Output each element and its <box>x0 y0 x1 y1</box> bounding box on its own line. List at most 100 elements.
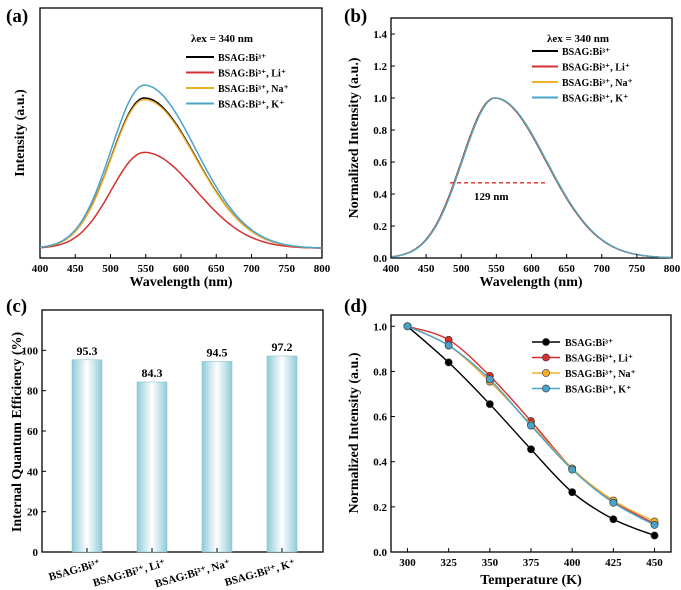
panel-d-x-tick-label: 400 <box>564 557 581 569</box>
panel-b-series-2-curve <box>391 98 672 258</box>
panel-d-series-4-point <box>569 466 576 473</box>
panel-b-legend-label: BSAG:Bi³⁺, K⁺ <box>562 94 628 105</box>
panel-b-y-tick-label: 1.4 <box>373 29 387 41</box>
panel-d-series-1-point <box>651 532 658 539</box>
panel-b-y-axis-label: Normalized Intensity (a.u.) <box>347 57 362 218</box>
panel-c-y-tick-label: 20 <box>27 507 39 519</box>
panel-d-x-tick-label: 450 <box>646 557 663 569</box>
panel-d-legend-label: BSAG:Bi³⁺, Li⁺ <box>565 354 633 365</box>
panel-d-legend-label: BSAG:Bi³⁺, K⁺ <box>565 385 631 396</box>
panel-c-bar-value-label: 94.5 <box>207 345 228 359</box>
panel-b-x-tick-label: 550 <box>488 263 505 275</box>
panel-b-x-tick-label: 600 <box>523 263 540 275</box>
panel-b-y-ticks: 0.0 0.2 0.4 0.6 0.8 1.0 1.2 1.4 <box>373 29 395 265</box>
panel-b-x-tick-label: 800 <box>664 263 681 275</box>
panel-a-x-ticks: 400 450 500 550 600 650 700 750 800 <box>32 254 331 275</box>
panel-d-x-ticks: 300 325 350 375 400 425 450 <box>399 548 663 569</box>
panel-d-legend-swatch-marker <box>542 354 549 361</box>
panel-a-legend-label: BSAG:Bi³⁺, Na⁺ <box>218 84 289 95</box>
panel-d-legend-swatch-marker <box>542 385 549 392</box>
panel-a-y-axis-label: Intensity (a.u.) <box>13 89 28 177</box>
panel-a-x-tick-label: 450 <box>67 263 84 275</box>
panel-a-x-axis-label: Wavelength (nm) <box>129 275 232 290</box>
panel-b-y-tick-label: 0.2 <box>373 221 387 233</box>
panel-d-y-tick-label: 1.0 <box>373 321 387 333</box>
panel-c-label: (c) <box>6 296 27 317</box>
panel-a-x-tick-label: 800 <box>314 263 331 275</box>
panel-d-y-tick-label: 0.8 <box>373 366 387 378</box>
panel-b-excitation-label: λex = 340 nm <box>547 33 609 45</box>
panel-c: (c) 95.3 84.3 94.5 97.2 0 20 40 60 80 100 BSAG:B… <box>6 296 323 590</box>
panel-b-y-tick-label: 1.0 <box>373 93 387 105</box>
panel-c-bar-value-label: 95.3 <box>77 344 98 358</box>
panel-d-series-1-point <box>486 401 493 408</box>
panel-a-label: (a) <box>6 6 28 27</box>
panel-d-x-tick-label: 425 <box>605 557 622 569</box>
panel-d-series-4-point <box>445 342 452 349</box>
panel-d-y-axis-label: Normalized Intensity (a.u.) <box>347 352 362 513</box>
panel-b-y-tick-label: 0.8 <box>373 125 387 137</box>
panel-d-x-tick-label: 375 <box>523 557 540 569</box>
panel-d-label: (d) <box>344 296 367 317</box>
panel-d-series-4-point <box>610 499 617 506</box>
panel-c-bars: 95.384.394.5 97.2 <box>72 340 297 552</box>
panel-b-legend-label: BSAG:Bi³⁺, Na⁺ <box>562 78 633 89</box>
panel-c-y-tick-label: 80 <box>27 386 39 398</box>
panel-a-x-tick-label: 550 <box>138 263 155 275</box>
panel-a-legend-label: BSAG:Bi³⁺, Li⁺ <box>218 69 286 80</box>
panel-d-y-tick-label: 0.6 <box>373 412 387 424</box>
panel-a: (a) 400 450 500 550 600 650 700 750 800 Waveleng… <box>6 6 331 290</box>
panel-d-legend-swatch-marker <box>542 338 549 345</box>
panel-a-x-tick-label: 600 <box>173 263 190 275</box>
panel-b-y-tick-label: 0.0 <box>373 253 387 265</box>
panel-a-x-tick-label: 650 <box>208 263 225 275</box>
panel-d-series-4-point <box>651 521 658 528</box>
panel-c-bar-value-label: 97.2 <box>272 340 293 354</box>
panel-b-y-tick-label: 0.4 <box>373 189 387 201</box>
panel-b-legend-label: BSAG:Bi³⁺ <box>562 47 610 58</box>
panel-d-series-1-point <box>527 446 534 453</box>
panel-d-y-tick-label: 0.0 <box>373 547 387 559</box>
panel-c-y-axis-label: Internal Quantum Efficiency (%) <box>10 332 25 533</box>
panel-d-legend-swatch-marker <box>542 369 549 376</box>
panel-a-legend-label: BSAG:Bi³⁺, K⁺ <box>218 100 284 111</box>
panel-d-y-tick-label: 0.2 <box>373 502 387 514</box>
panel-d-series-4-point <box>486 376 493 383</box>
panel-c-category-label: BSAG:Bi³⁺, Na⁺ <box>154 557 232 590</box>
panel-b-x-ticks: 400 450 500 550 600 650 700 750 800 <box>383 254 681 275</box>
panel-d-x-tick-label: 300 <box>399 557 416 569</box>
panel-d-series-4-point <box>527 422 534 429</box>
panel-d-series-1-point <box>445 359 452 366</box>
panel-b-series-4-curve <box>391 98 672 258</box>
panel-a-x-tick-label: 400 <box>32 263 49 275</box>
panel-b-series-1-curve <box>391 98 672 258</box>
panel-d-series-1-point <box>569 489 576 496</box>
panel-a-x-tick-label: 700 <box>243 263 260 275</box>
panel-c-x-ticks: BSAG:Bi³⁺BSAG:Bi³⁺, Li⁺BSAG:Bi³⁺, Na⁺BSA… <box>47 548 297 590</box>
panel-b-label: (b) <box>344 6 367 27</box>
panel-a-series-2-curve <box>40 152 322 248</box>
panel-d-x-axis-label: Temperature (K) <box>480 573 582 588</box>
panel-d-x-tick-label: 325 <box>440 557 457 569</box>
panel-c-category-label: BSAG:Bi³⁺, K⁺ <box>223 557 297 589</box>
panel-d-legend-label: BSAG:Bi³⁺ <box>565 338 613 349</box>
panel-d-x-tick-label: 350 <box>482 557 499 569</box>
panel-a-x-tick-label: 750 <box>279 263 296 275</box>
panel-c-bar-1 <box>72 360 102 552</box>
panel-d-legend: BSAG:Bi³⁺ BSAG:Bi³⁺, Li⁺ BSAG:Bi³⁺, Na⁺ BSA… <box>532 338 636 396</box>
panel-b-series-3-curve <box>391 98 672 258</box>
panel-c-y-tick-label: 0 <box>33 547 39 559</box>
panel-b-legend: BSAG:Bi³⁺ BSAG:Bi³⁺, Li⁺ BSAG:Bi³⁺, Na⁺ BSA… <box>532 47 633 105</box>
panel-b-curves <box>391 98 672 258</box>
panel-d-frame <box>391 315 671 552</box>
panel-d-y-ticks: 0.0 0.2 0.4 0.6 0.8 1.0 <box>373 321 395 559</box>
panel-a-x-tick-label: 500 <box>102 263 119 275</box>
panel-a-excitation-label: λex = 340 nm <box>191 33 253 45</box>
panel-b-y-tick-label: 1.2 <box>373 61 387 73</box>
figure: (a) 400 450 500 550 600 650 700 750 800 Waveleng… <box>0 0 681 590</box>
panel-d-series-4-point <box>404 323 411 330</box>
panel-b: (b) 400 450 500 550 600 650 700 750 800 0.00.20.… <box>344 6 681 290</box>
panel-c-y-tick-label: 40 <box>27 466 39 478</box>
panel-b-x-tick-label: 650 <box>558 263 575 275</box>
panel-d-legend-label: BSAG:Bi³⁺, Na⁺ <box>565 369 636 380</box>
